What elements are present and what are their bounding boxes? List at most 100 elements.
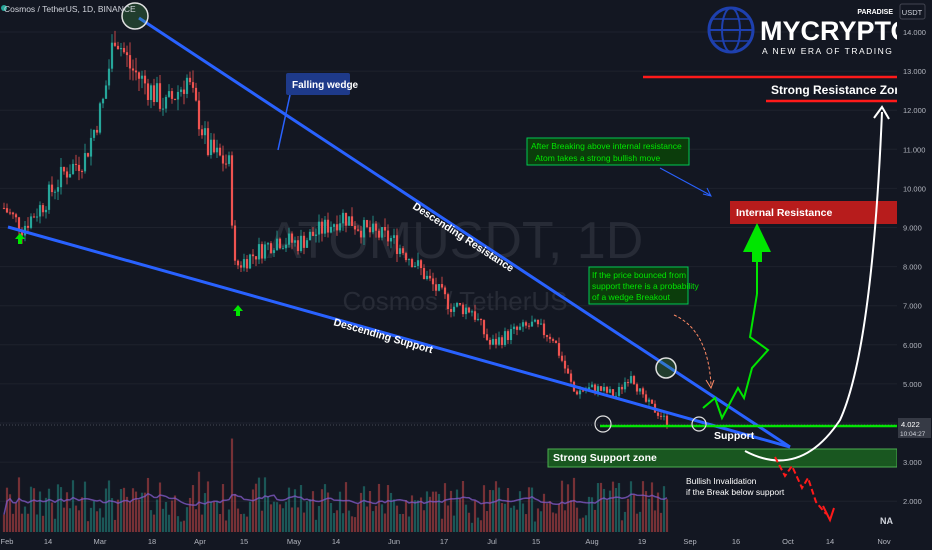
volume-bar (656, 492, 660, 532)
volume-bar (581, 517, 585, 532)
candle-body (119, 48, 123, 50)
volume-bar (56, 484, 60, 532)
candle-body (596, 386, 600, 392)
volume-bar (554, 513, 558, 532)
support-circle-right (691, 416, 707, 432)
candle-body (530, 321, 534, 327)
price-tick-label: 7.000 (903, 302, 922, 311)
volume-bar (290, 507, 294, 532)
candle-body (419, 260, 423, 269)
volume-bar (497, 487, 501, 532)
volume-bar (14, 503, 18, 532)
volume-bar (35, 514, 39, 532)
candle-body (71, 163, 75, 175)
descending-resistance-line (138, 16, 791, 449)
candle-body (638, 388, 642, 392)
candle-body (80, 170, 84, 172)
volume-bar (236, 508, 240, 532)
volume-bar (167, 514, 171, 532)
volume-bar (485, 511, 489, 532)
volume-bar (491, 490, 495, 532)
volume-bar (536, 508, 540, 532)
up-arrow-icon (233, 305, 243, 316)
candle-body (410, 259, 414, 268)
candle-body (356, 229, 360, 231)
volume-bar (116, 499, 120, 532)
volume-bar (305, 501, 309, 532)
candle-body (383, 227, 387, 231)
price-axis-background[interactable] (897, 0, 932, 532)
bounce-note-line-1: If the price bounced from (592, 270, 686, 280)
time-tick-label: 19 (638, 537, 646, 546)
time-axis-ticks: Feb 14 Mar 18 Apr 15 May 14 Jun 17 Jul 15 Aug 19 Sep 16… (1, 537, 891, 546)
candle-body (665, 415, 669, 427)
candle-body (641, 388, 645, 395)
volume-bar (218, 514, 222, 532)
volume-bar (362, 486, 366, 532)
candle-body (632, 376, 636, 385)
symbol-title[interactable]: Cosmos / TetherUS, 1D, BINANCE (4, 4, 136, 14)
candle-body (365, 220, 369, 228)
volume-bar (335, 510, 339, 532)
volume-bar (446, 505, 450, 532)
candle-body (368, 227, 372, 233)
candle-body (437, 284, 441, 291)
volume-bar (233, 493, 237, 532)
volume-bar (188, 497, 192, 532)
volume-bar (122, 487, 126, 532)
volume-bar (23, 506, 27, 532)
candle-body (281, 248, 285, 250)
volume-bar (254, 483, 258, 532)
candle-body (521, 322, 525, 327)
candle-body (494, 338, 498, 345)
candle-body (326, 219, 330, 233)
volume-bar (530, 487, 534, 532)
candle-body (215, 147, 219, 153)
volume-bar (215, 501, 219, 532)
candle-body (650, 399, 654, 404)
volume-bar (455, 489, 459, 532)
candle-body (581, 390, 585, 392)
symbol-status-dot (1, 5, 7, 11)
internal-resistance-label: Internal Resistance (736, 207, 832, 219)
volume-bar (101, 517, 105, 532)
candle-body (164, 96, 168, 109)
price-tick-label: 13.000 (903, 67, 926, 76)
bullish-invalidation-line-2: if the Break below support (686, 487, 785, 497)
volume-bar (377, 483, 381, 532)
candle-body (602, 386, 606, 391)
volume-bar (161, 508, 165, 532)
volume-bar (386, 485, 390, 532)
volume-bar (371, 511, 375, 532)
candle-body (209, 139, 213, 156)
candle-body (95, 129, 99, 133)
candle-body (116, 45, 120, 50)
price-tick-label: 8.000 (903, 263, 922, 272)
candle-body (479, 318, 483, 321)
volume-bar (398, 514, 402, 532)
candle-body (533, 319, 537, 322)
candle-body (518, 326, 522, 330)
volume-bar (38, 491, 42, 532)
top-circle (121, 2, 149, 30)
candle-body (575, 391, 579, 395)
volume-bar (383, 513, 387, 532)
volume-bar (413, 500, 417, 532)
candle-body (290, 233, 294, 243)
volume-bar (467, 512, 471, 532)
volume-bar (332, 513, 336, 532)
candle-body (569, 373, 573, 382)
candle-body (449, 309, 453, 312)
volume-bar (356, 504, 360, 532)
volume-bar (200, 514, 204, 532)
candle-body (488, 339, 492, 345)
after-break-pointer (659, 167, 711, 196)
volume-bar (212, 501, 216, 532)
brand-logo: MYCRYPTO PARADISE A NEW ERA OF TRADING (707, 6, 912, 56)
time-axis-background[interactable] (0, 532, 932, 550)
candle-body (512, 326, 516, 330)
candle-body (20, 231, 24, 236)
volume-bar (119, 489, 123, 532)
candle-body (500, 337, 504, 345)
